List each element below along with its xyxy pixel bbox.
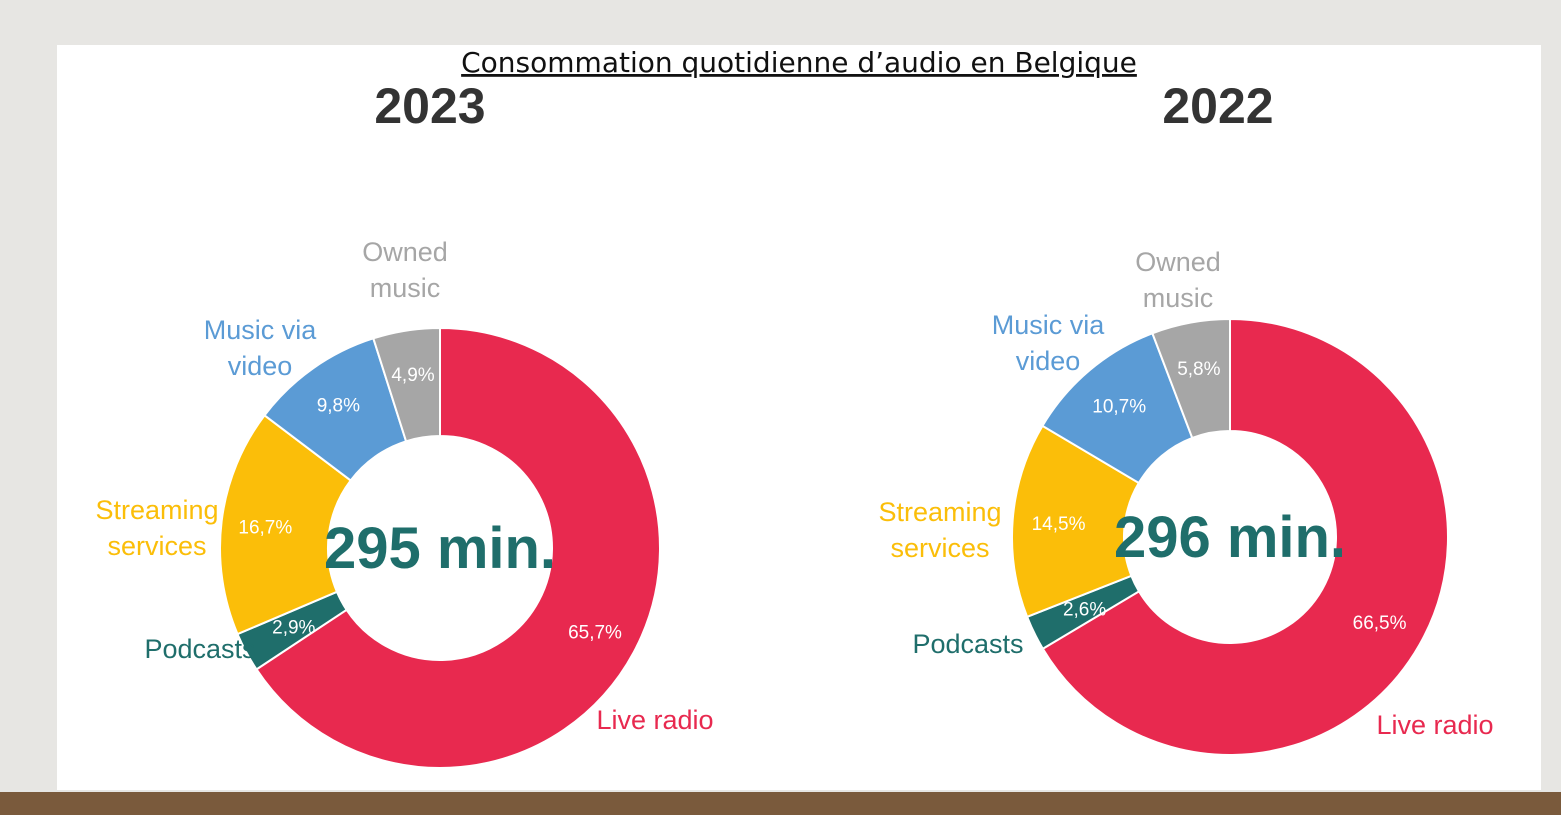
- chart-title: 2022: [1162, 78, 1273, 134]
- value-label: 14,5%: [1032, 514, 1086, 535]
- category-label: Podcasts: [144, 634, 256, 664]
- value-label: 16,7%: [238, 517, 292, 538]
- value-label: 4,9%: [391, 365, 434, 386]
- floor: [0, 792, 1561, 815]
- category-label: Owned music: [362, 237, 448, 303]
- chart-title: 2023: [374, 78, 485, 134]
- donut-segment: [1010, 424, 1141, 619]
- value-label: 66,5%: [1353, 613, 1407, 634]
- value-label: 2,9%: [272, 618, 315, 639]
- category-label: Podcasts: [912, 629, 1024, 659]
- value-label: 10,7%: [1092, 396, 1146, 417]
- donut-segment: [219, 413, 353, 636]
- donut-segment: [372, 326, 441, 443]
- value-label: 65,7%: [568, 622, 622, 643]
- category-label: Streaming services: [95, 495, 219, 561]
- donut-segment: [1151, 317, 1231, 440]
- donut-segment: [1041, 317, 1449, 756]
- category-label: Live radio: [596, 705, 714, 735]
- value-label: 9,8%: [317, 395, 360, 416]
- center-label: 295 min.: [324, 516, 556, 581]
- category-label: Streaming services: [878, 497, 1002, 563]
- category-label: Music via video: [991, 310, 1105, 376]
- donut-segment: [255, 326, 661, 769]
- slide-title: Consommation quotidienne d’audio en Belg…: [461, 46, 1137, 79]
- category-label: Music via video: [203, 315, 317, 381]
- value-label: 5,8%: [1177, 359, 1220, 380]
- category-label: Owned music: [1135, 247, 1221, 313]
- center-label: 296 min.: [1114, 505, 1346, 570]
- value-label: 2,6%: [1063, 599, 1106, 620]
- category-label: Live radio: [1376, 710, 1494, 740]
